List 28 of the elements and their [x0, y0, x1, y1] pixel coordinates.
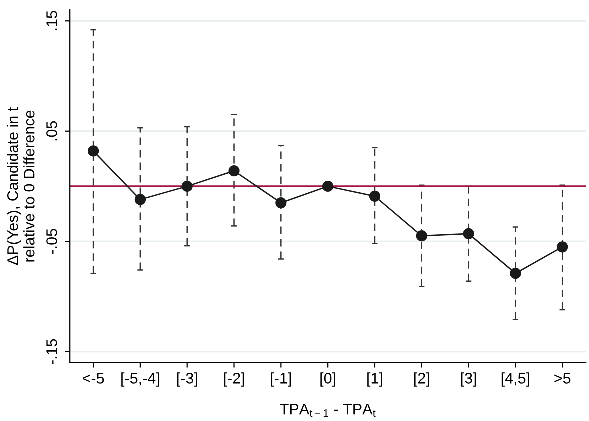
point	[369, 190, 381, 202]
y-tick-label: -.15	[46, 339, 58, 364]
point	[416, 230, 428, 242]
x-tick-label: [2]	[414, 372, 430, 387]
y-tick-label: .05	[46, 121, 58, 141]
x-axis-title: TPA$_{t−1}$ - TPA$_{t}$	[280, 404, 376, 418]
point	[88, 146, 100, 157]
point	[557, 242, 568, 253]
point	[276, 197, 287, 209]
point	[510, 268, 522, 280]
x-tick-label: [1]	[368, 372, 382, 387]
x-tick-label: [-3]	[177, 372, 198, 387]
x-tick-label: [0]	[320, 372, 336, 387]
y-axis-title: ΔP(Yes), Candidate in t relative to 0 Difference	[7, 107, 35, 266]
x-tick-label: [-5,-4]	[122, 372, 160, 387]
x-tick-label: [-2]	[224, 372, 244, 387]
x-tick-label: [4,5]	[502, 372, 530, 387]
x-tick-label: <-5	[83, 373, 104, 384]
point	[182, 180, 193, 192]
point	[228, 166, 240, 177]
y-tick-label: -.05	[46, 229, 58, 254]
x-tick-label: [3]	[461, 372, 476, 387]
point	[134, 194, 146, 206]
x-tick-label: >5	[554, 373, 571, 384]
point	[463, 228, 474, 240]
x-tick-label: [-1]	[271, 372, 292, 387]
y-tick-label: .15	[46, 11, 58, 30]
point	[322, 180, 334, 192]
